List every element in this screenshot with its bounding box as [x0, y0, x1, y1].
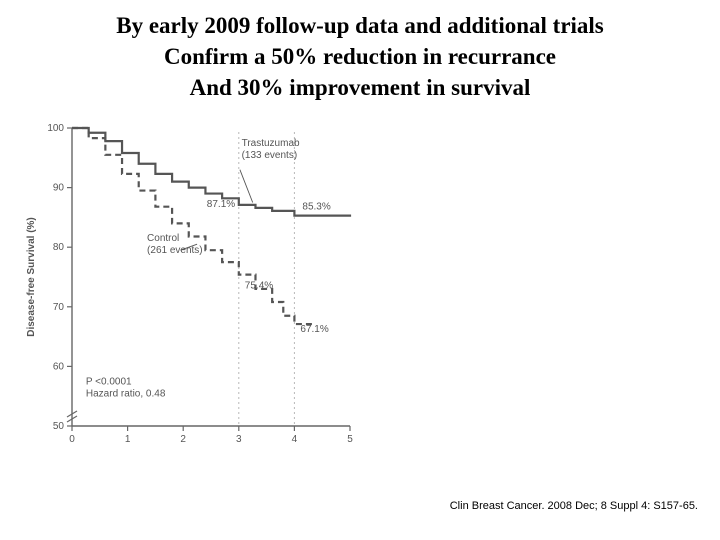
svg-text:90: 90	[53, 183, 65, 194]
svg-text:Control: Control	[147, 233, 179, 244]
svg-text:0: 0	[69, 434, 75, 445]
svg-text:3: 3	[236, 434, 242, 445]
title-line-2: Confirm a 50% reduction in recurrance	[0, 41, 720, 72]
svg-text:100: 100	[47, 123, 64, 134]
svg-text:80: 80	[53, 242, 65, 253]
svg-text:50: 50	[53, 421, 65, 432]
slide-title: By early 2009 follow-up data and additio…	[0, 0, 720, 103]
svg-text:4: 4	[292, 434, 298, 445]
citation-text: Clin Breast Cancer. 2008 Dec; 8 Suppl 4:…	[450, 500, 698, 512]
svg-text:Disease-free Survival (%): Disease-free Survival (%)	[26, 217, 37, 337]
svg-text:P <0.0001: P <0.0001	[86, 376, 132, 387]
svg-text:1: 1	[125, 434, 131, 445]
svg-text:60: 60	[53, 361, 65, 372]
svg-text:2: 2	[180, 434, 186, 445]
svg-text:(261 events): (261 events)	[147, 245, 203, 256]
survival-chart: 50 60 70 80 90 100 0 1 2 3 4 5 Disease-free Survival…	[20, 120, 360, 460]
title-line-3: And 30% improvement in survival	[0, 72, 720, 103]
svg-text:Hazard ratio, 0.48: Hazard ratio, 0.48	[86, 388, 166, 399]
title-line-1: By early 2009 follow-up data and additio…	[0, 10, 720, 41]
svg-text:Trastuzumab: Trastuzumab	[242, 138, 300, 149]
svg-text:67.1%: 67.1%	[300, 324, 328, 335]
svg-text:70: 70	[53, 302, 65, 313]
svg-text:75.4%: 75.4%	[245, 281, 273, 292]
svg-text:87.1%: 87.1%	[207, 199, 235, 210]
svg-text:85.3%: 85.3%	[302, 202, 330, 213]
svg-text:(133 events): (133 events)	[242, 150, 298, 161]
chart-svg: 50 60 70 80 90 100 0 1 2 3 4 5 Disease-free Survival…	[20, 120, 360, 460]
svg-text:5: 5	[347, 434, 353, 445]
